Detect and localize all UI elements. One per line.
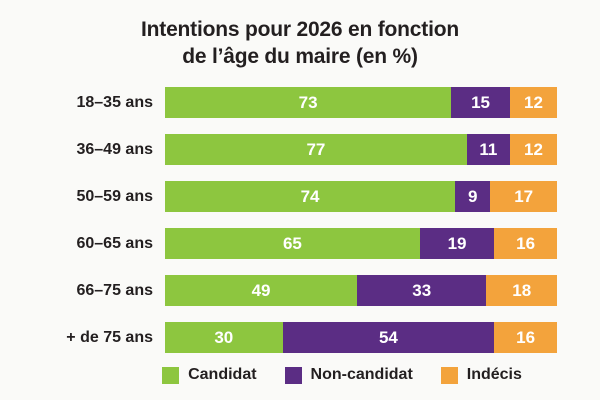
- legend-swatch-icon: [284, 366, 302, 384]
- legend-label: Candidat: [188, 366, 257, 383]
- value-label: 9: [467, 186, 478, 206]
- value-label: 18: [512, 280, 532, 300]
- bar-segment-ind-cis: 17: [490, 181, 557, 212]
- stacked-bar: 73 15 12: [165, 87, 557, 118]
- chart-row: 50–59 ans 74 9 17: [0, 173, 600, 220]
- bar-segment-candidat: 30: [165, 322, 283, 353]
- value-label: 30: [214, 327, 234, 347]
- chart-row: 18–35 ans 73 15 12: [0, 79, 600, 126]
- bar-segment-ind-cis: 12: [509, 87, 557, 118]
- value-label: 65: [282, 233, 302, 253]
- value-label: 12: [523, 139, 543, 159]
- value-label: 74: [300, 186, 320, 206]
- bar-segment-ind-cis: 18: [486, 275, 557, 306]
- stacked-bar: 30 54 16: [165, 322, 557, 353]
- bar-segment-non-candidat: 19: [419, 228, 495, 259]
- value-label: 19: [447, 233, 467, 253]
- legend-swatch-icon: [162, 366, 180, 384]
- bar-segment-non-candidat: 15: [451, 87, 510, 118]
- value-label: 33: [412, 280, 432, 300]
- legend: Candidat Non-candidat Indécis: [0, 366, 600, 384]
- bar-segment-candidat: 73: [165, 87, 452, 118]
- category-label: 60–65 ans: [76, 234, 153, 252]
- chart-title-line2: de l’âge du maire (en %): [182, 45, 418, 68]
- legend-label: Non-candidat: [310, 366, 413, 383]
- category-label: 66–75 ans: [76, 281, 153, 299]
- legend-label: Indécis: [466, 366, 522, 383]
- bar-segment-non-candidat: 11: [466, 134, 510, 165]
- chart-title: Intentions pour 2026 en fonction de l’âg…: [0, 0, 600, 70]
- chart-row: + de 75 ans 30 54 16: [0, 314, 600, 361]
- legend-item: Indécis: [440, 366, 522, 384]
- value-label: 49: [251, 280, 271, 300]
- value-label: 77: [306, 139, 326, 159]
- bar-segment-candidat: 65: [165, 228, 420, 259]
- chart-row: 36–49 ans 77 11 12: [0, 126, 600, 173]
- value-label: 17: [514, 186, 534, 206]
- bar-segment-candidat: 49: [165, 275, 358, 306]
- bar-segment-non-candidat: 9: [455, 181, 491, 212]
- stacked-bar: 49 33 18: [165, 275, 557, 306]
- category-label: 50–59 ans: [76, 187, 153, 205]
- legend-swatch-icon: [440, 366, 458, 384]
- bar-chart: 18–35 ans 73 15 12 36–49 ans 77 11 12 50…: [0, 79, 600, 361]
- value-label: 11: [479, 139, 498, 159]
- category-label: 18–35 ans: [76, 93, 153, 111]
- stacked-bar: 77 11 12: [165, 134, 557, 165]
- category-label: + de 75 ans: [66, 328, 153, 346]
- bar-segment-candidat: 74: [165, 181, 456, 212]
- value-label: 16: [516, 233, 536, 253]
- bar-segment-ind-cis: 16: [494, 228, 557, 259]
- value-label: 73: [298, 92, 318, 112]
- value-label: 54: [378, 327, 398, 347]
- bar-segment-non-candidat: 33: [357, 275, 487, 306]
- bar-segment-non-candidat: 54: [282, 322, 495, 353]
- chart-row: 60–65 ans 65 19 16: [0, 220, 600, 267]
- category-label: 36–49 ans: [76, 140, 153, 158]
- bar-segment-ind-cis: 12: [509, 134, 557, 165]
- legend-item: Candidat: [162, 366, 257, 384]
- chart-row: 66–75 ans 49 33 18: [0, 267, 600, 314]
- chart-title-line1: Intentions pour 2026 en fonction: [141, 18, 459, 41]
- value-label: 15: [471, 92, 491, 112]
- value-label: 16: [516, 327, 536, 347]
- stacked-bar: 65 19 16: [165, 228, 557, 259]
- stacked-bar: 74 9 17: [165, 181, 557, 212]
- legend-item: Non-candidat: [284, 366, 413, 384]
- bar-segment-ind-cis: 16: [494, 322, 557, 353]
- value-label: 12: [524, 92, 543, 112]
- bar-segment-candidat: 77: [165, 134, 467, 165]
